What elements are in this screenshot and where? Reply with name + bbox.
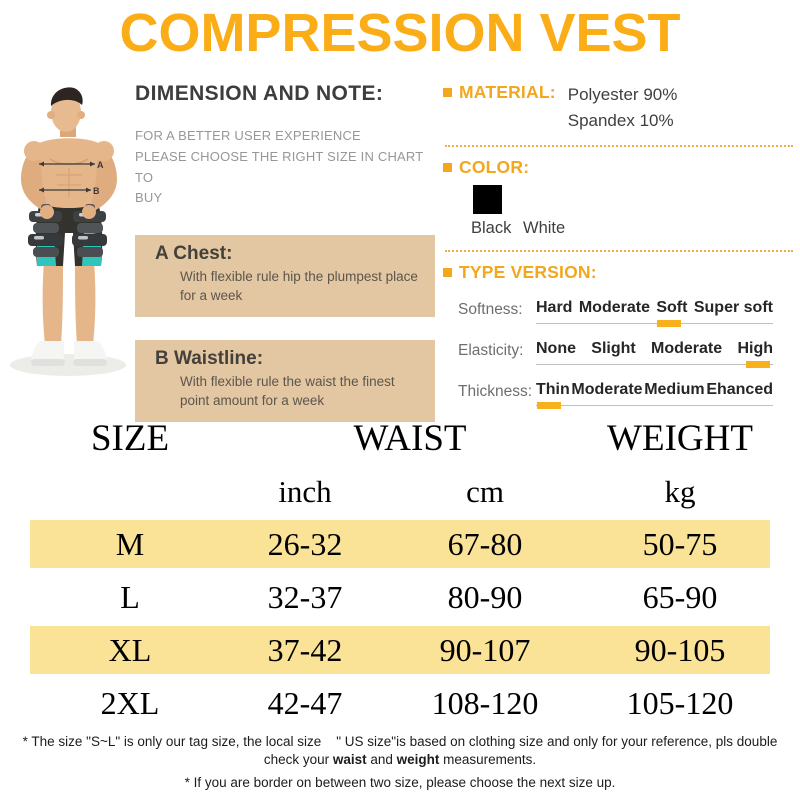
elasticity-selection-marker [746, 361, 770, 368]
softness-option: Hard [536, 299, 573, 316]
elasticity-option: None [536, 340, 576, 357]
softness-option: Soft [656, 299, 688, 316]
softness-option: Super soft [693, 299, 773, 316]
cell-cm: 108-120 [431, 684, 539, 721]
cell-inch: 32-37 [267, 578, 343, 615]
chest-marker-label: A [97, 160, 104, 170]
product-title: COMPRESSION VEST [119, 3, 681, 63]
cell-size: XL [108, 631, 152, 668]
waistline-note-text: With flexible rule the waist the finest … [180, 373, 395, 408]
thickness-option: Medium [644, 381, 705, 398]
elasticity-row: Elasticity: None Slight Moderate High [443, 340, 795, 368]
elasticity-label: Elasticity: [458, 342, 524, 359]
swatch-name: Black [471, 219, 512, 237]
thickness-option: Moderate [571, 381, 643, 398]
material-value: Spandex 10% [567, 110, 674, 130]
size-table-units: inch cm kg [30, 468, 770, 515]
thickness-option: Thin [536, 381, 570, 398]
elasticity-option: Moderate [651, 340, 723, 357]
shoe-right [73, 341, 107, 366]
unit-cm: cm [466, 473, 504, 509]
square-bullet-icon [443, 163, 452, 172]
cell-cm: 67-80 [447, 525, 523, 562]
weight-emphasis: weight [396, 751, 440, 767]
waist-emphasis: waist [332, 751, 367, 767]
color-section: COLOR: Black White [443, 157, 795, 238]
dimension-note-section: DIMENSION AND NOTE: FOR A BETTER USER EX… [135, 82, 435, 422]
thickness-row: Thickness: Thin Moderate Medium Ehanced [443, 381, 795, 409]
unit-inch: inch [278, 473, 332, 509]
waistline-note-label: B Waistline: [155, 347, 264, 369]
chest-note-box: A Chest: With flexible rule hip the plum… [135, 235, 435, 317]
chest-measure-line [39, 161, 95, 167]
model-illustration: A B [10, 87, 126, 376]
table-row: XL 37-42 90-107 90-105 [30, 626, 770, 674]
table-row: L 32-37 80-90 65-90 [30, 573, 770, 621]
swatch-name: White [523, 219, 566, 237]
material-section: MATERIAL: Polyester 90% Spandex 10% [443, 82, 795, 133]
dimension-note-heading: DIMENSION AND NOTE: [135, 82, 384, 105]
cell-inch: 37-42 [267, 631, 343, 668]
elasticity-option: Slight [591, 340, 636, 357]
cell-size: M [115, 525, 145, 562]
cell-size: 2XL [100, 684, 160, 721]
thickness-label: Thickness: [458, 383, 533, 400]
dotted-divider [445, 250, 793, 252]
square-bullet-icon [443, 88, 452, 97]
color-option-white: White [523, 185, 571, 238]
col-header-size: SIZE [90, 417, 170, 459]
elasticity-option: High [737, 340, 773, 357]
waist-marker-label: B [93, 186, 100, 196]
col-header-waist: WAIST [353, 417, 467, 459]
size-table: SIZE WAIST WEIGHT inch cm kg M 26-32 67-… [30, 408, 770, 727]
color-option-black: Black [471, 185, 519, 238]
square-bullet-icon [443, 268, 452, 277]
ground-shadow [10, 354, 126, 376]
chest-note-text: With flexible rule hip the plumpest plac… [180, 269, 418, 304]
spec-column: MATERIAL: Polyester 90% Spandex 10% COLO… [443, 82, 795, 409]
black-swatch [473, 185, 502, 214]
cell-cm: 90-107 [439, 631, 531, 668]
cell-kg: 105-120 [626, 684, 734, 721]
cell-kg: 50-75 [642, 525, 718, 562]
unit-kg: kg [664, 473, 696, 509]
softness-selection-marker [657, 320, 681, 327]
white-swatch [525, 185, 554, 214]
dimension-note-intro: FOR A BETTER USER EXPERIENCE PLEASE CHOO… [135, 128, 424, 206]
table-row: 2XL 42-47 108-120 105-120 [30, 679, 770, 727]
softness-row: Softness: Hard Moderate Soft Super soft [443, 299, 795, 327]
type-version-label: TYPE VERSION: [459, 262, 597, 282]
waistline-note-box: B Waistline: With flexible rule the wais… [135, 339, 435, 422]
cell-inch: 42-47 [267, 684, 343, 721]
footnotes: * The size "S~L" is only our tag size, t… [20, 733, 780, 791]
softness-label: Softness: [458, 301, 523, 318]
table-row: M 26-32 67-80 50-75 [30, 520, 770, 568]
thickness-option: Ehanced [706, 381, 773, 398]
cell-kg: 65-90 [642, 578, 718, 615]
waist-measure-line [39, 187, 91, 193]
softness-option: Moderate [578, 299, 650, 316]
thickness-selection-marker [537, 402, 561, 409]
chest-note-label: A Chest: [155, 243, 233, 265]
size-table-header: SIZE WAIST WEIGHT [30, 408, 770, 468]
size-note-1: * The size "S~L" is only our tag size, t… [22, 734, 782, 767]
cell-inch: 26-32 [267, 525, 343, 562]
type-version-section: TYPE VERSION: Softness: Hard Moderate So… [443, 262, 795, 409]
dotted-divider [445, 145, 793, 147]
color-label: COLOR: [459, 157, 530, 177]
size-note-2: * If you are border on between two size,… [184, 774, 616, 790]
col-header-weight: WEIGHT [607, 417, 753, 459]
cell-cm: 80-90 [447, 578, 523, 615]
cell-kg: 90-105 [634, 631, 726, 668]
shoe-left [31, 341, 65, 366]
cell-size: L [120, 578, 140, 615]
material-label: MATERIAL: [459, 82, 556, 102]
material-value: Polyester 90% [567, 85, 678, 104]
